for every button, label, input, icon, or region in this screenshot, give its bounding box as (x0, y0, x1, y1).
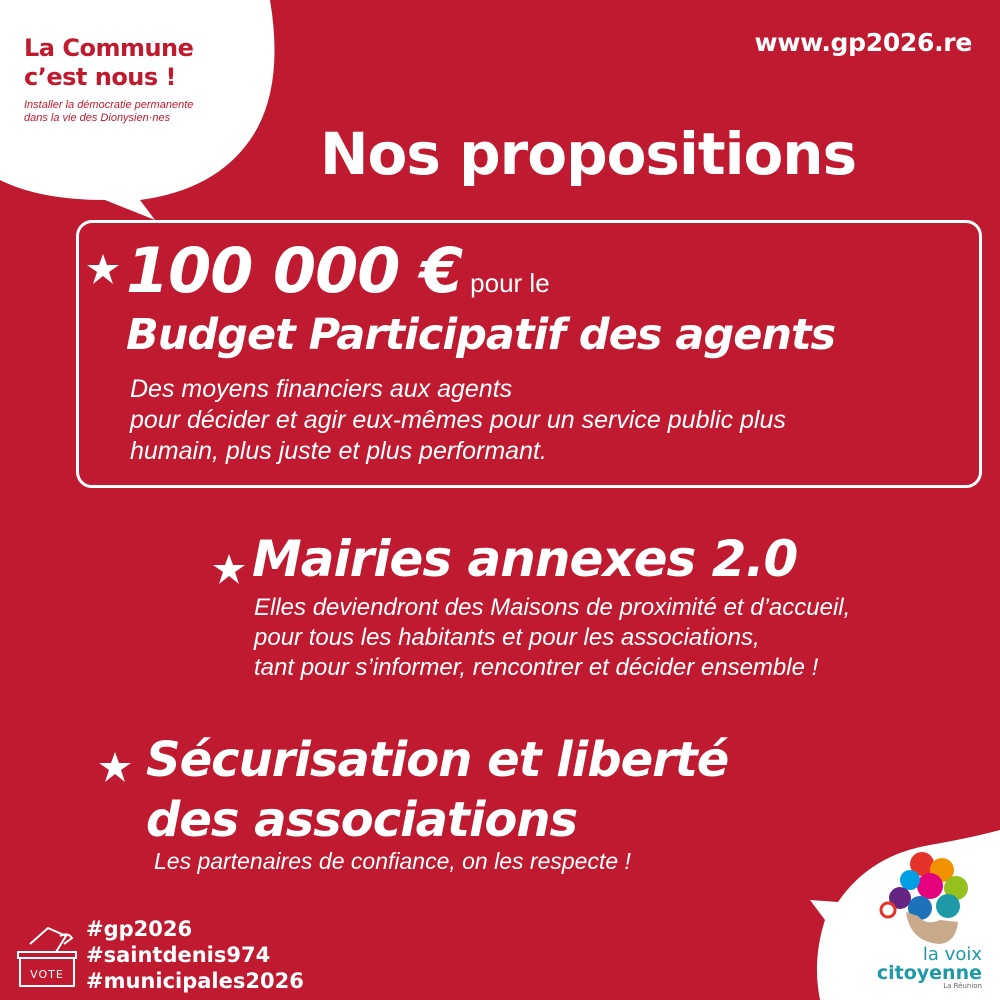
proposition-1-desc-line: pour décider et agir eux-mêmes pour un s… (130, 406, 786, 434)
website-url: www.gp2026.re (754, 28, 973, 57)
proposition-2-desc-line: pour tous les habitants et pour les asso… (254, 624, 760, 651)
proposition-3-description: Les partenaires de confiance, on les res… (154, 848, 631, 874)
star-icon (98, 750, 132, 784)
proposition-3-heading-line: Sécurisation et liberté (146, 732, 729, 788)
proposition-box-budget (76, 220, 982, 488)
proposition-1-desc-line: humain, plus juste et plus performant. (130, 437, 547, 465)
speech-bubble-bottom-right: la voix citoyenne La Réunion (810, 830, 1000, 1000)
proposition-2-heading: Mairies annexes 2.0 (252, 530, 798, 588)
logo-text: la voix citoyenne La Réunion (876, 944, 982, 991)
proposition-1-desc-line: Des moyens financiers aux agents (130, 375, 513, 403)
proposition-1-amount-suffix: pour le (470, 268, 550, 298)
proposition-1-heading: Budget Participatif des agents (126, 310, 836, 360)
proposition-3-heading-line: des associations (146, 792, 578, 848)
logo-mark-icon (879, 852, 968, 944)
logo-line2: citoyenne (876, 962, 982, 984)
bubble-subtitle-line2: dans la vie des Dionysien·nes (24, 112, 171, 124)
bubble-title-line1: La Commune (24, 34, 194, 62)
star-icon (212, 552, 246, 586)
star-icon (86, 252, 120, 286)
speech-bubble-top-left: La Commune c’est nous ! Installer la dém… (0, 0, 280, 220)
bubble-subtitle-line1: Installer la démocratie permanente (24, 99, 194, 111)
bubble-title-line2: c’est nous ! (24, 63, 176, 91)
hashtag[interactable]: #municipales2026 (86, 969, 304, 993)
ballot-box-icon: VOTE (16, 922, 78, 988)
proposition-1-description: Des moyens financiers aux agents pour dé… (130, 374, 786, 467)
proposition-2-description: Elles deviendront des Maisons de proximi… (254, 593, 850, 683)
page-title: Nos propositions (320, 120, 857, 188)
proposition-2-desc-line: Elles deviendront des Maisons de proximi… (254, 594, 851, 621)
logo-line1: la voix (922, 944, 982, 965)
logo-line3: La Réunion (943, 982, 982, 990)
hashtags: #gp2026 #saintdenis974 #municipales2026 (86, 916, 304, 994)
proposition-1-amount: 100 000 € (126, 234, 463, 307)
hashtag[interactable]: #gp2026 (86, 917, 193, 941)
proposition-3-heading: Sécurisation et liberté des associations (146, 730, 729, 850)
vote-label: VOTE (30, 968, 64, 981)
hashtag[interactable]: #saintdenis974 (86, 943, 271, 967)
proposition-1-amount-line: 100 000 € pour le (126, 234, 550, 307)
proposition-2-desc-line: tant pour s’informer, rencontrer et déci… (254, 654, 819, 681)
